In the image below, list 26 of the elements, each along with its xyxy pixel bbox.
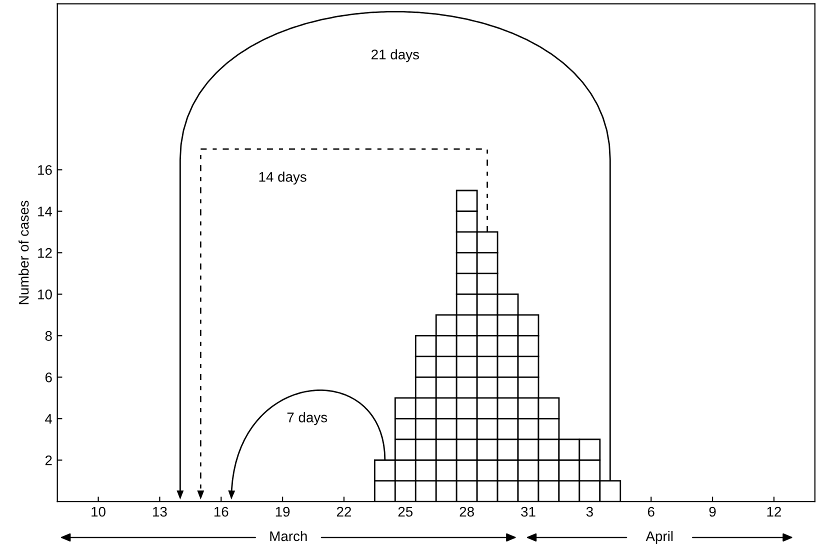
x-tick-label: 28 [460,506,474,517]
y-tick-label: 4 [45,414,52,424]
x-tick-label: 9 [709,506,716,517]
x-tick-label: 31 [521,506,536,517]
x-tick-label: 3 [586,506,593,517]
x-tick-label: 12 [767,506,781,517]
y-tick-label: 8 [45,331,52,341]
annotation: 7 days [287,412,328,426]
y-tick-label: 16 [38,165,52,175]
y-tick-label: 14 [38,206,52,216]
x-tick-label: 25 [398,506,413,517]
x-tick-label: 22 [336,506,352,517]
text: March [270,530,307,542]
x-tick-label: 16 [214,506,228,517]
x-tick-label: 10 [92,506,106,517]
text: April [646,530,673,544]
x-tick-label: 19 [276,506,290,517]
x-tick-label: 6 [648,506,654,517]
y-tick-label: 2 [45,455,52,466]
y-tick-label: 12 [38,248,52,258]
annotation: 21 days [372,49,419,62]
x-tick-label: 13 [153,506,167,517]
annotation: 14 days [259,172,306,185]
y-tick-label: 6 [45,372,52,382]
y-tick-label: 10 [38,290,52,300]
y-axis-title: Number of cases [18,200,29,304]
